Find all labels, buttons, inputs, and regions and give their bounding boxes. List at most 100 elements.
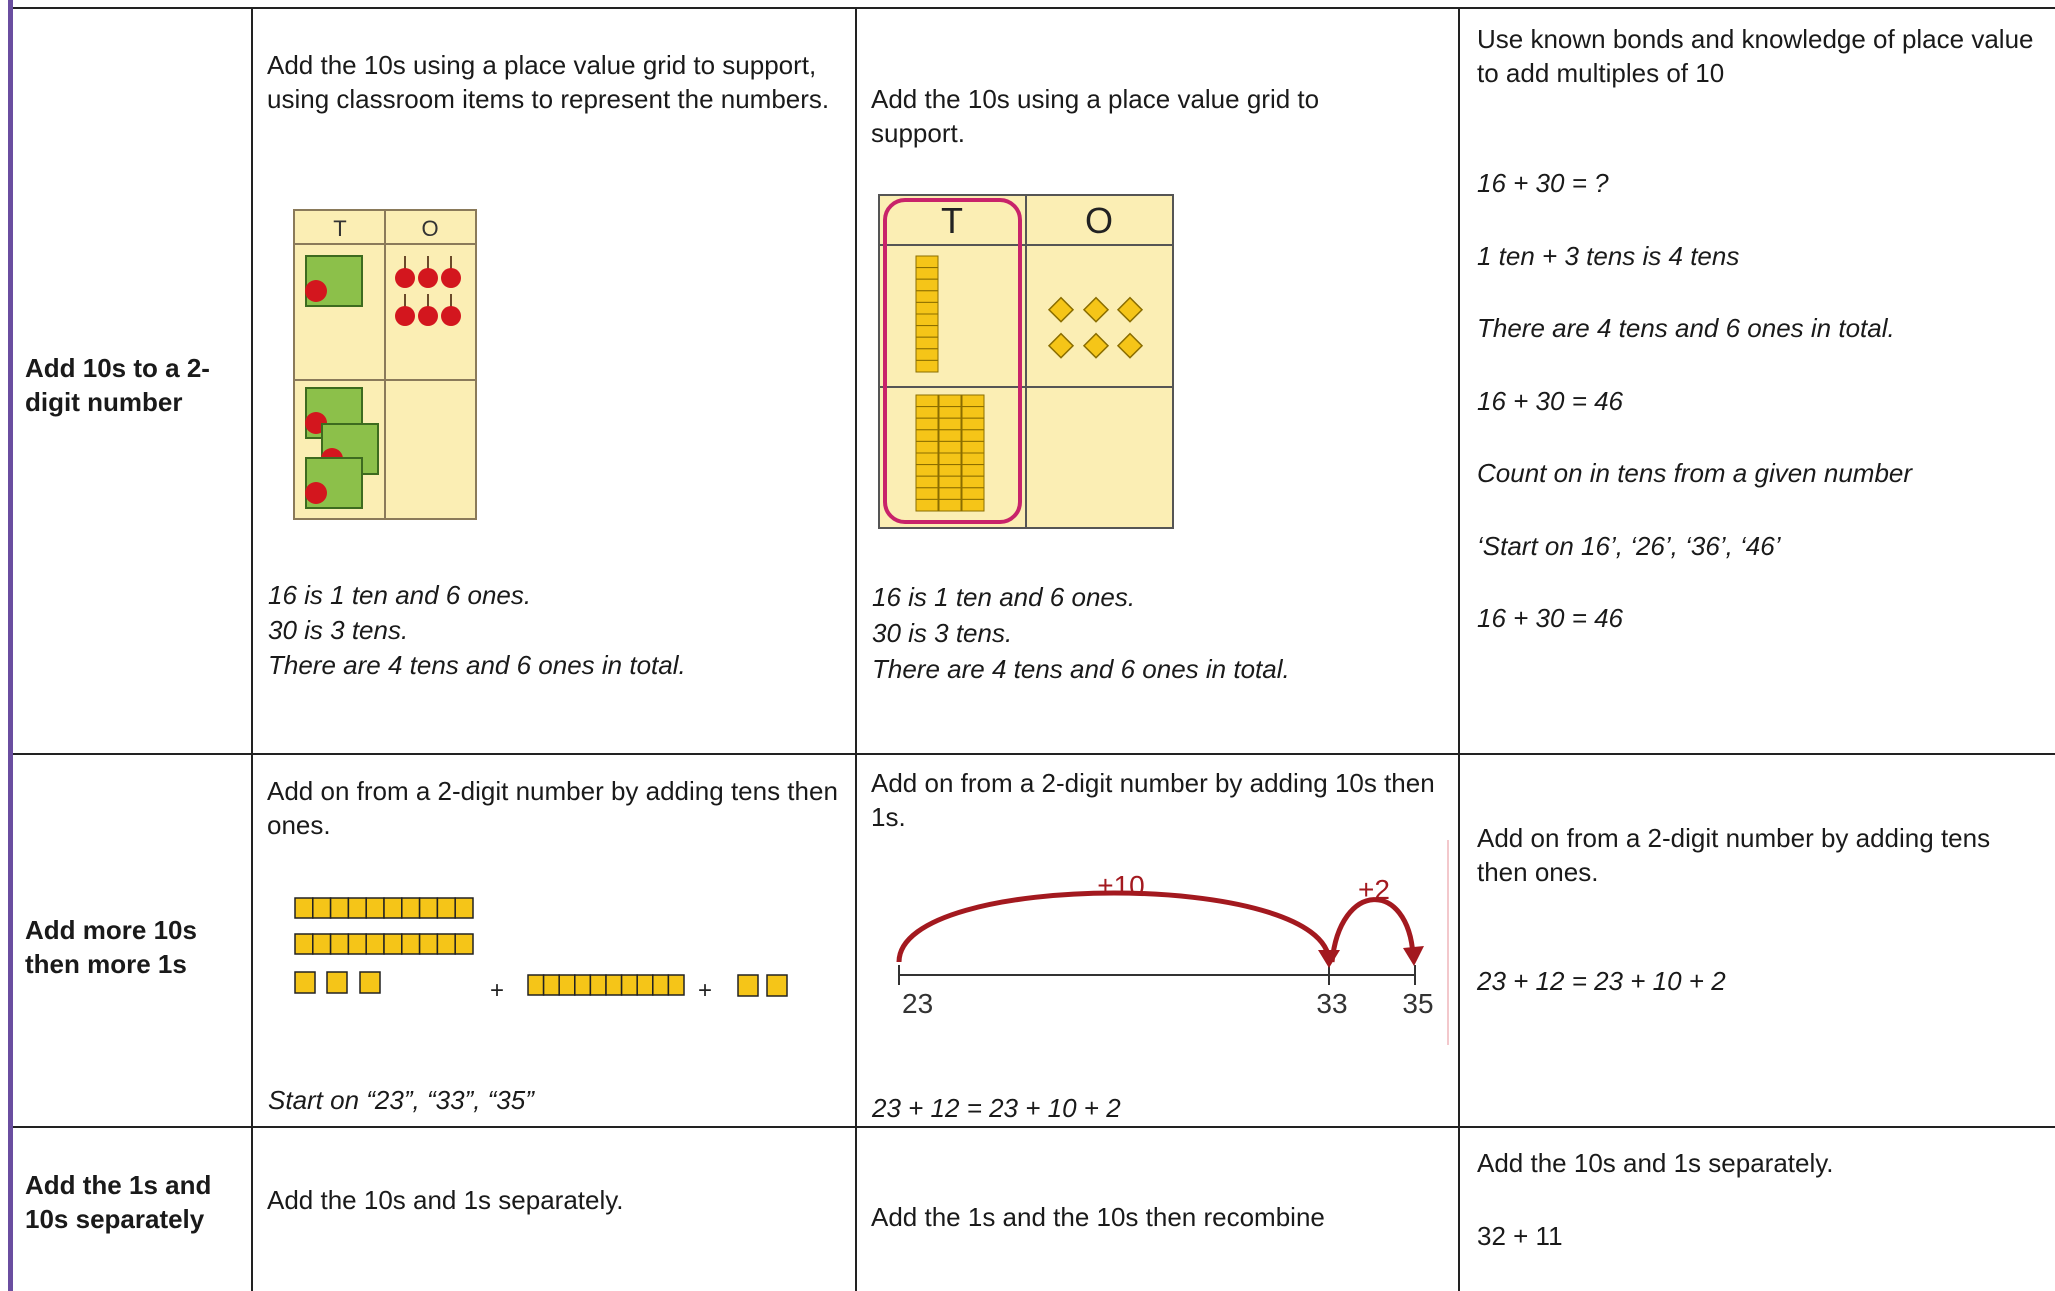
unit-cube xyxy=(294,897,314,919)
unit-cube xyxy=(915,325,939,338)
cell-text: Add on from a 2-digit number by adding t… xyxy=(267,776,838,840)
unit-cube xyxy=(605,974,623,996)
unit-cube xyxy=(620,974,638,996)
unit-cube xyxy=(401,933,421,955)
note-line: 16 + 30 = 46 xyxy=(1477,603,1624,633)
unit-cube xyxy=(915,394,939,408)
unit-cube xyxy=(961,487,985,500)
unit-cube xyxy=(1047,296,1075,323)
unit-cube xyxy=(636,974,654,996)
unit-cube xyxy=(383,933,403,955)
unit-cube xyxy=(915,278,939,292)
unit-cube xyxy=(938,487,962,500)
unit-cube xyxy=(915,417,939,431)
note-line: 16 + 30 = ? xyxy=(1477,168,1609,198)
unit-cube xyxy=(418,897,439,919)
unit-cube xyxy=(652,974,670,996)
apple xyxy=(441,268,461,288)
unit-cube xyxy=(938,498,962,512)
unit-cube xyxy=(961,394,985,408)
note-line: 1 ten + 3 tens is 4 tens xyxy=(1477,240,1740,271)
unit-cube xyxy=(383,897,403,919)
apple xyxy=(418,306,438,326)
row-label: Add more 10s then more 1s xyxy=(25,915,197,979)
unit-cube xyxy=(938,440,962,454)
note-line: 16 is 1 ten and 6 ones. xyxy=(872,582,1136,612)
note-line: There are 4 tens and 6 ones in total. xyxy=(268,650,686,680)
unit-cube xyxy=(938,452,962,466)
plus-sign: + xyxy=(490,977,504,1004)
side-bar xyxy=(8,0,13,1291)
cell-text: Add the 10s using a place value grid to … xyxy=(871,84,1320,148)
note-line: ‘Start on 16’, ‘26’, ‘36’, ‘46’ xyxy=(1477,530,1781,561)
cell-text: Add the 10s using a place value grid to … xyxy=(267,50,830,114)
cell-text: Add the 1s and the 10s then recombine xyxy=(871,1202,1325,1232)
unit-cube xyxy=(766,974,788,997)
row-label: Add 10s to a 2-digit number xyxy=(25,353,210,417)
number-line xyxy=(896,840,1449,1045)
unit-cube xyxy=(961,464,985,477)
grid-header: T xyxy=(941,200,963,241)
unit-cube xyxy=(436,933,456,955)
unit-cube xyxy=(558,974,576,996)
cell-text: Add on from a 2-digit number by adding 1… xyxy=(871,768,1435,832)
note-line: 16 is 1 ten and 6 ones. xyxy=(268,580,532,610)
cell-text: Add on from a 2-digit number by adding t… xyxy=(1477,823,1991,887)
unit-cube xyxy=(294,933,314,955)
unit-cube xyxy=(915,429,939,442)
apple xyxy=(395,268,415,288)
unit-cube xyxy=(347,933,367,955)
unit-cube xyxy=(329,933,350,955)
unit-cube xyxy=(938,464,962,477)
note-line: Start on “23”, “33”, “35” xyxy=(268,1085,534,1115)
unit-cube xyxy=(915,498,939,512)
grid-header: T xyxy=(333,216,346,241)
unit-cube xyxy=(454,933,474,955)
grid-header: O xyxy=(421,216,438,241)
unit-cube xyxy=(915,406,939,419)
unit-cube xyxy=(1116,296,1144,323)
unit-cube xyxy=(915,359,939,373)
note-line: 23 + 12 = 23 + 10 + 2 xyxy=(1477,966,1726,996)
unit-cube xyxy=(737,974,759,997)
unit-cube xyxy=(527,974,545,996)
jump-label: +2 xyxy=(1358,874,1390,905)
unit-cube xyxy=(915,440,939,454)
unit-cube xyxy=(1082,296,1110,323)
unit-cube xyxy=(667,974,685,996)
unit-cube xyxy=(294,971,316,994)
cell-text: Use known bonds and knowledge of place v… xyxy=(1477,24,2034,88)
jump-label: +10 xyxy=(1097,870,1145,901)
unit-cube xyxy=(938,429,962,442)
apple xyxy=(395,306,415,326)
unit-cube xyxy=(961,475,985,489)
unit-cube xyxy=(961,417,985,431)
unit-cube xyxy=(915,290,939,303)
unit-cube xyxy=(312,897,332,919)
unit-cube xyxy=(915,475,939,489)
unit-cube xyxy=(365,933,385,955)
unit-cube xyxy=(347,897,367,919)
unit-cube xyxy=(589,974,607,996)
unit-cube xyxy=(1047,332,1075,359)
unit-cube xyxy=(436,897,456,919)
unit-cube xyxy=(961,452,985,466)
unit-cube xyxy=(1082,332,1110,359)
unit-cube xyxy=(915,464,939,477)
unit-cube xyxy=(938,394,962,408)
unit-cube xyxy=(938,417,962,431)
unit-cube xyxy=(915,348,939,361)
apple xyxy=(305,482,327,504)
unit-cube xyxy=(915,255,939,269)
note-line: 16 + 30 = 46 xyxy=(1477,385,1624,416)
note-line: 32 + 11 xyxy=(1477,1221,1563,1251)
grid-header: O xyxy=(1085,200,1113,241)
unit-cube xyxy=(418,933,439,955)
unit-cube xyxy=(329,897,350,919)
unit-cube xyxy=(1116,332,1144,359)
plus-sign: + xyxy=(698,977,712,1004)
note-line: There are 4 tens and 6 ones in total. xyxy=(1477,313,1895,343)
row-label: Add the 1s and 10s separately xyxy=(25,1170,212,1234)
unit-cube xyxy=(574,974,592,996)
